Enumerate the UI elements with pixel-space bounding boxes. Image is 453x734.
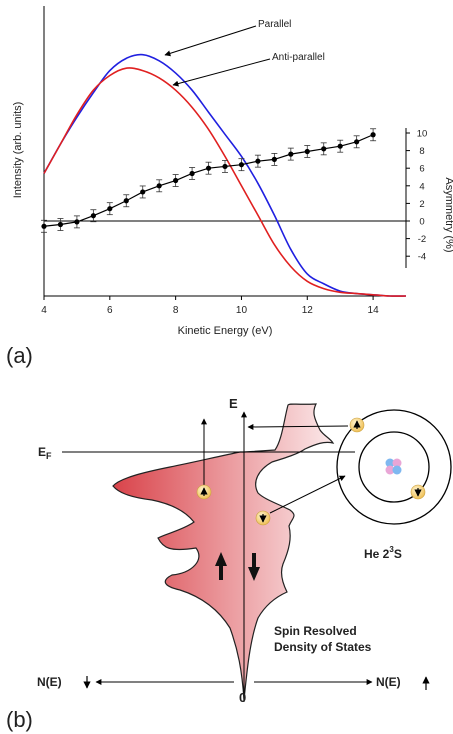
- panel-b-label: (b): [6, 707, 33, 732]
- asymmetry-point: [57, 221, 64, 228]
- asymmetry-point: [255, 158, 261, 164]
- electron-down-dos: [255, 510, 271, 526]
- zero-label: 0: [239, 690, 246, 705]
- annotation-anti-parallel: Anti-parallel: [272, 52, 325, 63]
- series-layer: [41, 53, 407, 297]
- asymmetry-point: [140, 189, 146, 195]
- n-down-label: N(E): [37, 675, 62, 689]
- spin-up-arrow: [215, 552, 227, 580]
- asymmetry-point: [173, 177, 179, 184]
- x-ticks: 4 6 8 10 12 14: [41, 296, 379, 316]
- x-tick-label: 10: [236, 305, 248, 316]
- asymmetry-point: [222, 163, 228, 170]
- y2-tick-label: 6: [419, 164, 424, 175]
- y2-axis-label: Asymmetry (%): [443, 177, 453, 252]
- spin-down-arrow: [248, 553, 260, 581]
- y2-tick-label: 2: [419, 199, 424, 210]
- electron-inner: [410, 484, 426, 500]
- dos-title-line-2: Density of States: [274, 640, 372, 654]
- dos-title-line-1: Spin Resolved: [274, 624, 357, 638]
- panel-a-label: (a): [6, 343, 33, 368]
- x-tick-label: 12: [302, 305, 314, 316]
- n-up-label: N(E): [376, 675, 401, 689]
- y2-tick-label: 4: [419, 181, 424, 192]
- atom-label: He 23S: [364, 545, 402, 561]
- asymmetry-point: [156, 183, 162, 189]
- y2-tick-label: 0: [419, 217, 424, 228]
- arrow-parallel: [164, 25, 257, 57]
- asymmetry-point: [90, 213, 96, 219]
- dos-shape: [112, 403, 335, 701]
- asymmetry-point: [337, 143, 343, 149]
- y2-tick-label: -4: [418, 252, 426, 263]
- asymmetry-point: [74, 219, 80, 225]
- x-tick-label: 8: [173, 305, 179, 316]
- arrow-electron-to-dos-level: [247, 423, 349, 430]
- electron-emitted-up: [196, 418, 212, 500]
- asymmetry-point: [271, 156, 277, 162]
- series-parallel-line: [43, 53, 407, 297]
- series-anti-parallel-line: [43, 67, 407, 297]
- y-axis-label: Intensity (arb. units): [12, 102, 24, 199]
- asymmetry-point: [304, 148, 310, 155]
- x-tick-label: 6: [107, 305, 113, 316]
- y2-tick-label: 10: [417, 129, 428, 140]
- annotation-parallel: Parallel: [258, 19, 291, 30]
- y2-ticks: -4 -2 0 2 4 6 8 10: [406, 129, 427, 263]
- panel-b: E EF: [6, 396, 452, 732]
- asymmetry-point: [370, 132, 376, 138]
- electron-outer: [349, 417, 365, 433]
- panel-a: 4 6 8 10 12 14 -4 -2 0 2 4 6 8 10 Intensity (arb. un…: [6, 6, 453, 368]
- asymmetry-point: [41, 223, 47, 229]
- x-tick-label: 14: [368, 305, 380, 316]
- asymmetry-point: [205, 165, 212, 171]
- asymmetry-point: [123, 198, 129, 204]
- fermi-label: EF: [38, 445, 52, 461]
- x-axis-label: Kinetic Energy (eV): [178, 325, 273, 337]
- asymmetry-point: [189, 170, 195, 177]
- y2-tick-label: 8: [419, 146, 424, 157]
- inner-orbit: [358, 431, 430, 503]
- arrow-anti-parallel: [172, 58, 271, 87]
- y2-tick-label: -2: [418, 234, 426, 245]
- energy-axis-label: E: [229, 396, 238, 411]
- asymmetry-point: [321, 146, 327, 152]
- asymmetry-point: [238, 162, 245, 168]
- asymmetry-point: [354, 139, 360, 145]
- outer-orbit: [336, 409, 452, 525]
- asymmetry-point: [288, 151, 294, 157]
- asymmetry-point: [107, 206, 113, 212]
- he-atom: [336, 409, 452, 525]
- arrow-dos-to-atom: [269, 475, 346, 514]
- x-tick-label: 4: [41, 305, 47, 316]
- nucleus: [385, 458, 402, 475]
